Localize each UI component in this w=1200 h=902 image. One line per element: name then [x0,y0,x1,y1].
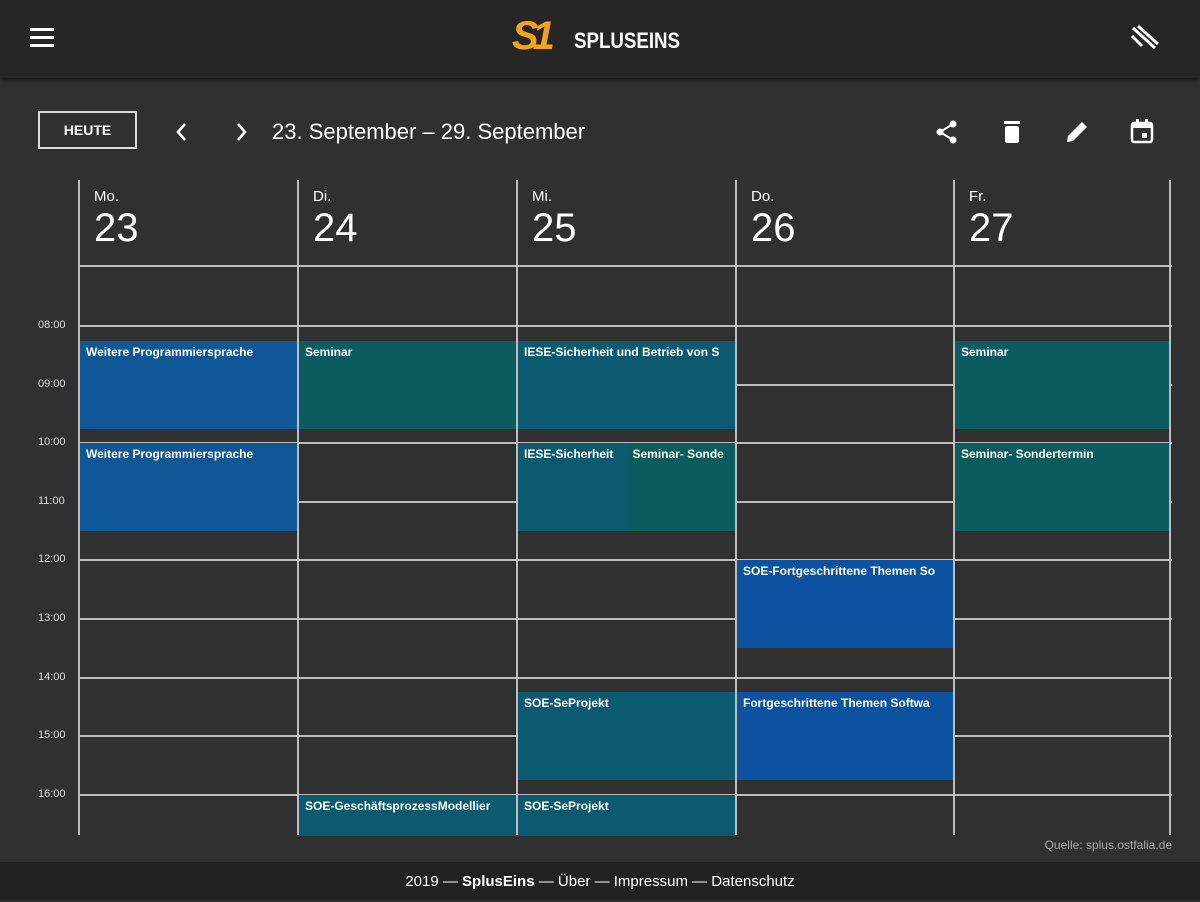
event[interactable]: IESE-Sicherheit und Betrieb von S [518,340,735,429]
event[interactable]: SOE-SeProjekt [518,692,735,781]
brand[interactable]: SPLUSEINS [574,28,680,53]
time-label: 12:00 [38,553,66,566]
footer-link[interactable]: Über [557,873,591,890]
today-button[interactable]: HEUTE [38,111,137,149]
hour-line [79,618,1172,620]
weekday: Do. [751,188,775,205]
hour-line [79,676,1172,679]
footer-brand[interactable]: SplusEins [462,873,535,890]
footer-separator: — [594,873,610,890]
week-grid: 08:00 09:00 10:00 11:00 12:00 13:00 14:00 15:00… [38,180,1172,836]
event[interactable]: Seminar- Sonde [626,443,735,532]
event[interactable]: IESE-Sicherheit [518,443,627,532]
time-label: 11:00 [38,494,65,507]
day-divider [735,180,737,835]
hour-line [79,559,1172,562]
footer-year: 2019 [405,873,439,890]
time-label: 08:00 [38,319,66,331]
footer-separator: — [442,873,458,890]
day-date: 23 [94,206,139,250]
day-divider [953,180,955,835]
share-icon[interactable] [934,119,960,145]
event[interactable]: SOE-GeschäftsprozessModellier [299,794,516,836]
weekday: Di. [313,188,332,205]
time-label: 09:00 [38,377,66,390]
time-label: 13:00 [38,612,66,624]
event[interactable]: Weitere Programmiersprache [80,443,297,532]
day-date: 27 [969,206,1014,250]
event[interactable]: SOE-Fortgeschrittene Themen So [737,560,953,649]
menu-icon[interactable] [30,28,56,48]
event[interactable]: Weitere Programmiersprache [80,340,297,429]
event[interactable]: Fortgeschrittene Themen Softwa [737,692,953,781]
event[interactable]: SOE-SeProjekt [518,794,735,836]
hour-line [79,325,1172,327]
logo[interactable]: S1 [512,14,555,58]
footer-link[interactable]: Datenschutz [711,873,795,890]
day-date: 25 [532,206,577,250]
day-divider [1169,180,1171,835]
footer-link[interactable]: Impressum [613,873,688,890]
footer-separator: — [538,873,554,890]
edit-icon[interactable] [1064,119,1090,145]
day-date: 26 [751,206,796,250]
day-date: 24 [313,206,358,250]
date-range: 23. September – 29. September [272,119,586,144]
delete-icon[interactable] [1001,119,1023,145]
prev-week[interactable] [172,121,192,143]
event[interactable]: Seminar- Sondertermin [955,443,1169,532]
time-label: 14:00 [38,670,66,683]
day-divider [297,180,299,835]
event[interactable]: Seminar [299,340,516,429]
calendar-icon[interactable] [1129,118,1155,144]
top-bar: S1 SPLUSEINS [0,0,1200,78]
weekday: Fr. [969,188,987,205]
weekday: Mo. [94,188,120,205]
header-line [79,265,1172,267]
event[interactable]: Seminar [955,340,1169,429]
next-week[interactable] [231,121,251,143]
time-label: 10:00 [38,436,66,449]
source-note: Quelle: splus.ostfalia.de [1044,838,1172,852]
footer-separator: — [692,873,708,890]
time-label: 16:00 [38,787,66,800]
weekday: Mi. [532,188,552,205]
time-label: 15:00 [38,729,66,742]
day-divider [78,180,80,835]
day-divider [516,180,518,835]
theme-icon[interactable] [1130,24,1160,52]
footer: 2019 — SplusEins — Über — Impressum — Da… [0,862,1200,900]
